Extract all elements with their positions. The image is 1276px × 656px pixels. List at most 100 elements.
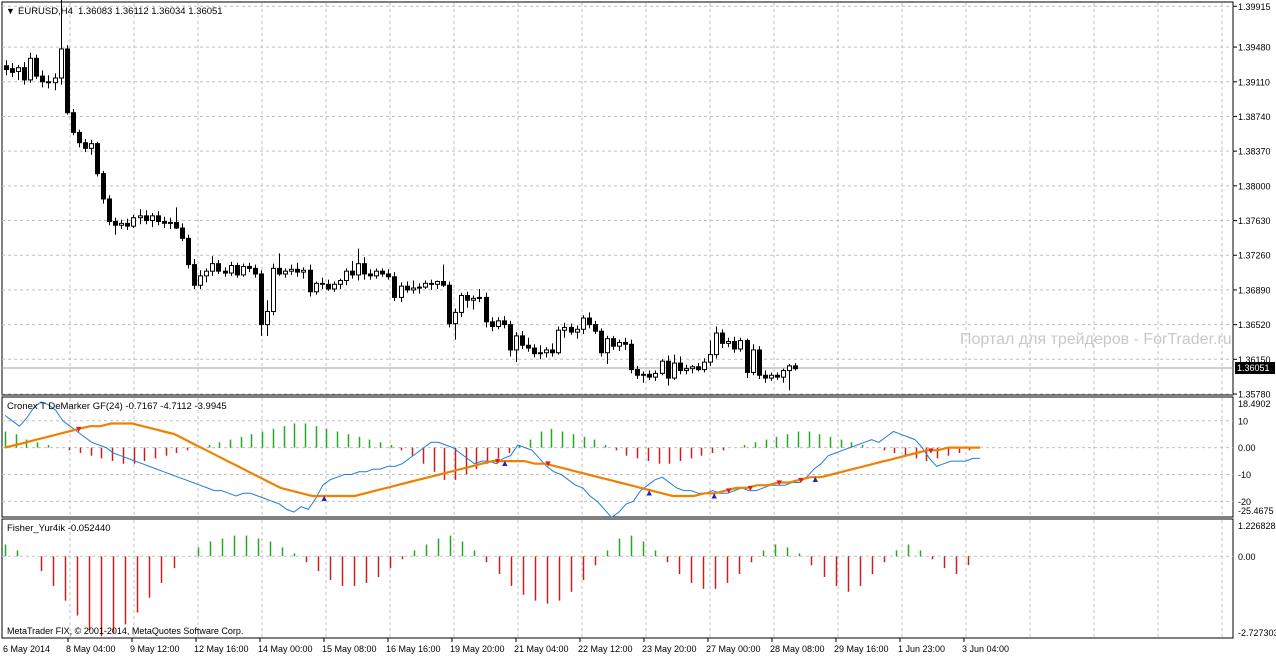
bull-candle <box>514 335 519 351</box>
price-tick-label: 1.39110 <box>1238 77 1270 87</box>
bear-candle <box>678 362 683 372</box>
demarker-tick-label: 0.00 <box>1238 443 1256 453</box>
time-tick-label: 12 May 16:00 <box>194 644 249 654</box>
buy-arrow: ▲ <box>320 493 329 503</box>
bull-candle <box>435 280 440 285</box>
time-tick-label: 27 May 00:00 <box>706 644 761 654</box>
bull-candle <box>356 263 361 276</box>
bull-candle <box>672 362 677 379</box>
bear-candle <box>775 374 780 378</box>
watermark-text: Портал для трейдеров - ForTrader.ru <box>960 331 1232 348</box>
time-tick-label: 1 Jun 23:00 <box>898 644 945 654</box>
bull-candle <box>314 282 319 293</box>
symbol-label: EURUSD,H4 <box>18 6 73 17</box>
time-tick-label: 19 May 20:00 <box>450 644 505 654</box>
bear-candle <box>696 366 701 371</box>
candle-series[interactable] <box>4 0 798 391</box>
price-tick-label: 1.36520 <box>1238 320 1271 330</box>
bear-candle <box>277 267 282 275</box>
bull-candle <box>787 365 792 372</box>
price-tick-label: 1.37260 <box>1238 251 1271 261</box>
bull-candle <box>411 287 416 291</box>
bull-candle <box>344 270 349 282</box>
bull-candle <box>684 368 689 372</box>
bear-candle <box>107 198 112 222</box>
time-tick-label: 14 May 00:00 <box>258 644 313 654</box>
bear-candle <box>174 221 179 229</box>
bull-candle <box>168 221 173 224</box>
demarker-tick-label: -10 <box>1238 470 1251 480</box>
fisher-grid <box>2 520 1233 637</box>
sell-arrow: ▼ <box>746 483 755 493</box>
bear-candle <box>429 282 434 285</box>
main-price-pane[interactable]: ▼ EURUSD,H4 1.36083 1.36112 1.36034 1.36… <box>1 0 1275 400</box>
demarker-axis: 18.4902 10 0.00 -10 -20-25.4675 <box>1238 399 1274 516</box>
bear-candle <box>793 365 798 370</box>
bear-candle <box>326 283 331 290</box>
bear-candle <box>763 374 768 379</box>
price-axis[interactable]: 1.39915 1.39480 1.39110 1.38740 1.38370 1.380… <box>1233 2 1271 400</box>
bear-candle <box>629 343 634 371</box>
bull-candle <box>16 67 21 72</box>
bear-candle <box>144 215 149 222</box>
sell-arrow: ▼ <box>544 459 553 469</box>
bear-candle <box>392 276 397 298</box>
time-tick-label: 3 Jun 04:00 <box>962 644 1009 654</box>
time-axis[interactable]: 6 May 2014 8 May 04:00 9 May 12:00 12 May 1… <box>3 638 1009 654</box>
demarker-pane-frame <box>1 396 1234 518</box>
time-tick-label: 29 May 16:00 <box>834 644 889 654</box>
bear-candle <box>295 268 300 273</box>
fisher-pane[interactable]: Fisher_Yur4ik -0.052440 MetaTrader FIX, … <box>1 518 1276 639</box>
bull-candle <box>453 311 458 325</box>
bear-candle <box>235 265 240 276</box>
ohlc-label: 1.36083 1.36112 1.36034 1.36051 <box>78 6 223 17</box>
time-tick-label: 22 May 12:00 <box>578 644 633 654</box>
bear-candle <box>10 68 15 73</box>
bear-candle <box>216 263 221 272</box>
bear-candle <box>490 321 495 327</box>
bull-candle <box>338 280 343 285</box>
bear-candle <box>611 338 616 347</box>
bull-candle <box>241 265 246 276</box>
bull-candle <box>751 349 756 373</box>
bear-candle <box>720 332 725 344</box>
price-tick-label: 1.37630 <box>1238 216 1271 226</box>
bear-candle <box>113 220 118 226</box>
demarker-tick-label: 18.4902 <box>1238 399 1271 409</box>
bull-candle <box>575 328 580 333</box>
copyright-text: MetaTrader FIX, © 2001-2014, MetaQuotes … <box>7 626 243 636</box>
bull-candle <box>210 263 215 272</box>
time-tick-label: 15 May 08:00 <box>322 644 377 654</box>
bull-candle <box>726 340 731 344</box>
chart-menu-arrow[interactable]: ▼ <box>6 6 15 16</box>
time-tick-label: 8 May 04:00 <box>66 644 116 654</box>
bull-candle <box>660 360 665 374</box>
demarker-cross-arrows: ▼▲▼▲ ▼▲ ▲ ▼ ▼▼ ▼ ▲▼ <box>74 424 935 503</box>
bull-candle <box>496 320 501 327</box>
bull-candle <box>374 270 379 277</box>
bull-candle <box>283 270 288 275</box>
bear-candle <box>550 349 555 354</box>
bear-candle <box>587 317 592 326</box>
time-tick-label: 6 May 2014 <box>3 644 50 654</box>
bull-candle <box>617 341 622 347</box>
price-tick-label: 1.39915 <box>1238 2 1271 12</box>
bear-candle <box>40 75 45 83</box>
time-tick-label: 9 May 12:00 <box>130 644 180 654</box>
bull-candle <box>89 143 94 149</box>
fisher-tick-label: 1.226828 <box>1238 521 1276 531</box>
price-tick-label: 1.38000 <box>1238 181 1271 191</box>
bear-candle <box>599 330 604 354</box>
bull-candle <box>423 282 428 288</box>
bear-candle <box>101 173 106 200</box>
bull-candle <box>605 338 610 354</box>
bear-candle <box>647 373 652 378</box>
price-tick-label: 1.36150 <box>1238 355 1271 365</box>
price-tick-label: 1.36890 <box>1238 285 1271 295</box>
bull-candle <box>289 268 294 272</box>
bull-candle <box>459 295 464 313</box>
bull-candle <box>538 352 543 355</box>
demarker-pane[interactable]: ▼▲▼▲ ▼▲ ▲ ▼ ▼▼ ▼ ▲▼ Cronex T DeMarker GF(24) -… <box>1 396 1274 519</box>
bear-candle <box>465 295 470 301</box>
